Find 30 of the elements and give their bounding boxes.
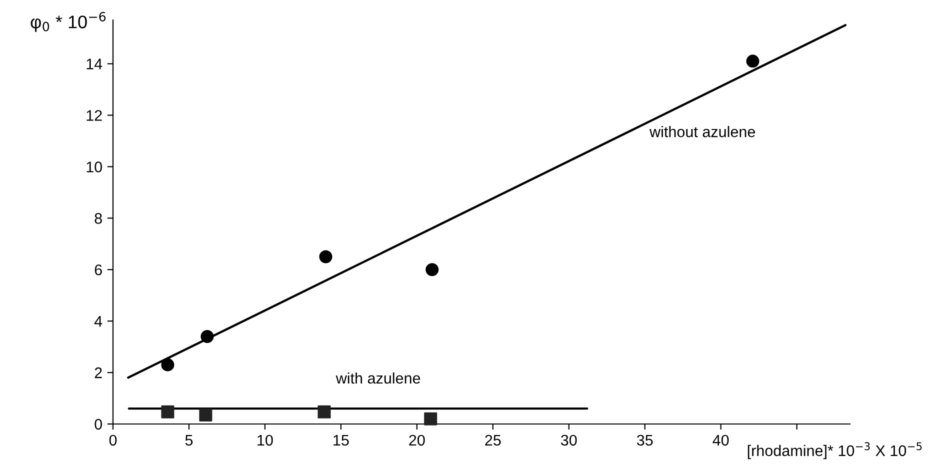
point xyxy=(199,408,212,422)
x-tick-label: 35 xyxy=(636,434,653,446)
point xyxy=(426,263,439,276)
x-axis-title: [rhodamine]* 10$^{−3}$ X 10$^{−5}$ xyxy=(748,442,922,460)
x-tick-label: 0 xyxy=(109,434,117,446)
y-tick-label: 8 xyxy=(94,213,102,224)
point xyxy=(424,412,438,426)
annotation: with azulene xyxy=(336,372,420,384)
y-tick-label: 2 xyxy=(94,367,102,378)
point xyxy=(319,250,332,264)
x-tick-label: 10 xyxy=(258,434,273,446)
point xyxy=(200,330,214,344)
y-tick-label: 12 xyxy=(86,110,102,121)
y-tick-label: 4 xyxy=(94,316,102,327)
y-tick-label: 0 xyxy=(94,418,102,430)
y-axis-title: φ$_{0}$ * 10$^{−6}$ xyxy=(30,12,106,32)
x-tick-label: 25 xyxy=(485,434,501,446)
point xyxy=(161,358,174,372)
point xyxy=(161,405,174,418)
x-tick-label: 40 xyxy=(712,434,729,446)
x-tick-label: 30 xyxy=(560,434,577,446)
y-tick-label: 14 xyxy=(86,58,102,70)
point xyxy=(746,54,760,68)
y-tick-label: 10 xyxy=(86,162,102,172)
annotation: without azulene xyxy=(650,126,756,138)
x-tick-label: 15 xyxy=(334,434,349,446)
y-tick-label: 6 xyxy=(94,264,102,276)
point xyxy=(318,405,331,418)
x-tick-label: 20 xyxy=(409,434,425,446)
x-tick-label: 5 xyxy=(185,434,193,446)
